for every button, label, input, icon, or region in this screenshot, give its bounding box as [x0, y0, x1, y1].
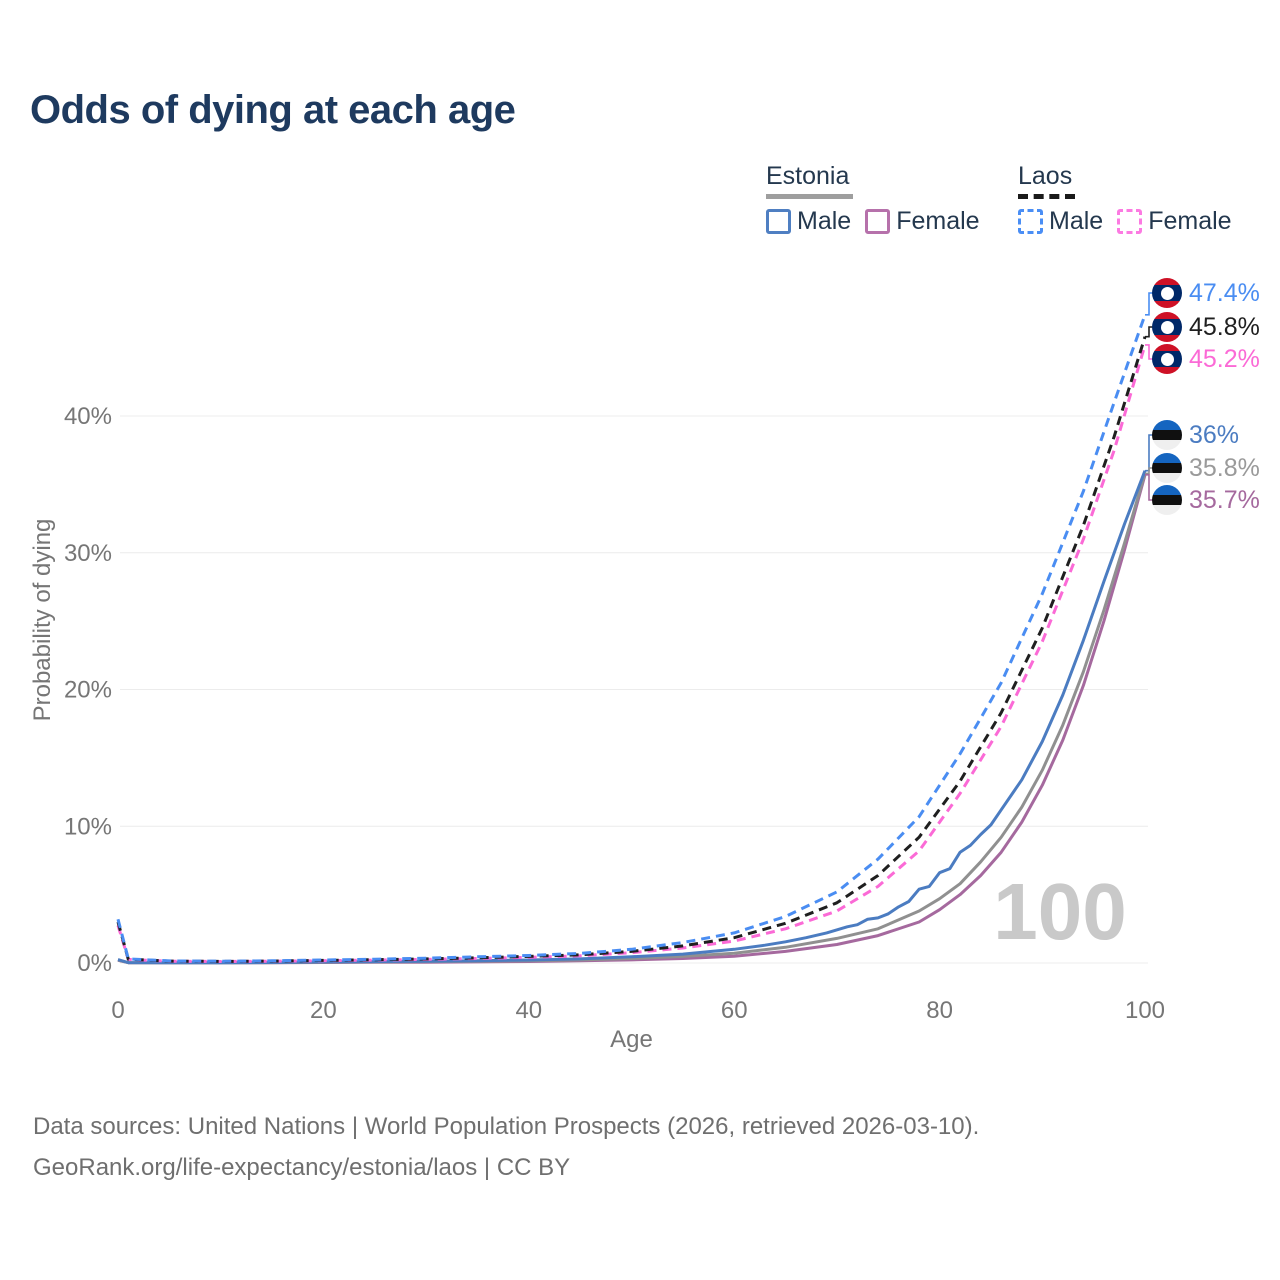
laos-line-sample	[1018, 194, 1075, 199]
legend-group-title-laos: Laos	[1018, 162, 1073, 190]
estonia-line-sample	[766, 194, 853, 199]
legend-label-laos-female: Female	[1148, 207, 1232, 235]
legend-item-laos-male[interactable]: Male	[1018, 207, 1103, 236]
legend-item-laos-female[interactable]: Female	[1117, 207, 1232, 236]
legend-label-estonia-male: Male	[797, 207, 852, 235]
estonia-male-checkbox-icon[interactable]	[766, 209, 791, 234]
end-label-estonia-both: 35.8%	[1152, 452, 1260, 484]
y-tick-30%: 30%	[64, 540, 112, 567]
laos-male-checkbox-icon[interactable]	[1018, 209, 1043, 234]
footer-url: GeoRank.org/life-expectancy/estonia/laos…	[33, 1154, 571, 1182]
x-tick-40: 40	[515, 997, 542, 1024]
footer: Data sources: United Nations | World Pop…	[33, 1106, 979, 1189]
end-label-laos-both: 45.8%	[1152, 311, 1260, 343]
end-value-estonia-female: 35.7%	[1189, 485, 1260, 514]
laos-flag-icon	[1152, 344, 1182, 374]
y-axis-title: Probability of dying	[29, 518, 56, 722]
laos-flag-icon	[1152, 312, 1182, 342]
estonia-female-checkbox-icon[interactable]	[865, 209, 891, 234]
estonia-flag-icon	[1152, 485, 1182, 515]
series-line-laos-male[interactable]	[116, 314, 1147, 963]
legend-group-laos: Laos Male Female	[1018, 162, 1246, 236]
legend-item-estonia-female[interactable]: Female	[865, 207, 980, 236]
end-label-laos-male: 47.4%	[1152, 277, 1260, 309]
y-tick-10%: 10%	[64, 813, 112, 840]
x-tick-100: 100	[1125, 997, 1165, 1024]
series-line-laos-female[interactable]	[116, 344, 1147, 963]
estonia-flag-icon	[1152, 420, 1182, 450]
series-line-estonia-female[interactable]	[117, 474, 1147, 965]
end-value-estonia-male: 36%	[1189, 420, 1240, 449]
end-value-laos-female: 45.2%	[1189, 344, 1260, 373]
end-label-estonia-male: 36%	[1152, 419, 1239, 451]
legend-item-estonia-male[interactable]: Male	[766, 207, 851, 236]
x-axis-title: Age	[610, 1026, 653, 1053]
end-label-laos-female: 45.2%	[1152, 343, 1260, 375]
end-value-estonia-both: 35.8%	[1189, 453, 1260, 482]
legend-group-estonia: Estonia Male Female	[766, 162, 994, 236]
y-tick-40%: 40%	[64, 403, 112, 430]
x-tick-80: 80	[926, 997, 953, 1024]
y-tick-0%: 0%	[77, 950, 112, 977]
laos-female-checkbox-icon[interactable]	[1117, 209, 1143, 234]
series-line-estonia-male[interactable]	[117, 470, 1147, 965]
x-tick-20: 20	[310, 997, 337, 1024]
series-line-laos-both[interactable]	[116, 336, 1147, 963]
age-watermark: 100	[993, 867, 1127, 956]
end-label-estonia-female: 35.7%	[1152, 484, 1260, 516]
legend-label-laos-male: Male	[1049, 207, 1104, 235]
end-value-laos-both: 45.8%	[1189, 312, 1260, 341]
footer-sources: Data sources: United Nations | World Pop…	[33, 1113, 980, 1140]
x-tick-0: 0	[111, 997, 124, 1024]
page-title: Odds of dying at each age	[30, 88, 516, 132]
y-tick-20%: 20%	[64, 677, 112, 704]
legend-group-title-estonia: Estonia	[766, 162, 850, 190]
series-line-estonia-both[interactable]	[117, 472, 1147, 965]
legend-label-estonia-female: Female	[896, 207, 980, 235]
laos-flag-icon	[1152, 278, 1182, 308]
estonia-flag-icon	[1152, 453, 1182, 483]
x-tick-60: 60	[721, 997, 748, 1024]
end-value-laos-male: 47.4%	[1189, 278, 1260, 307]
